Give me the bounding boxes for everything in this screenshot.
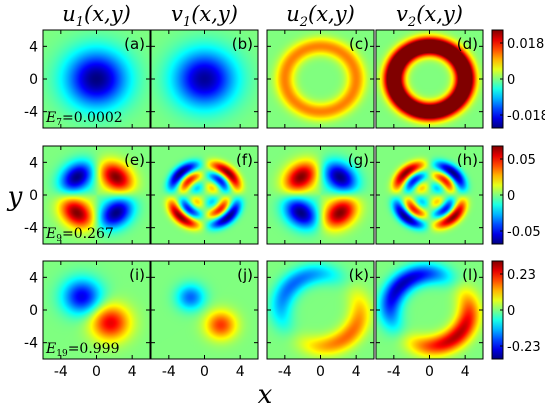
colorbar-tick-label: 0.018 <box>507 37 544 52</box>
y-tick-label: -4 <box>24 336 38 352</box>
column-title-2: v1(x,y) <box>171 2 238 30</box>
panel-i: (i) <box>42 260 151 360</box>
x-tick-label: 0 <box>425 364 434 380</box>
y-tick-label: -4 <box>24 221 38 237</box>
panel-k: (k) <box>266 260 375 360</box>
x-tick-label: 4 <box>352 364 361 380</box>
panel-d: (d) <box>375 29 484 129</box>
panel-label: (f) <box>236 151 253 169</box>
panel-f: (f) <box>150 145 259 245</box>
panel-label: (j) <box>237 266 253 284</box>
panel-a: (a) <box>42 29 151 129</box>
colorbar-tick-label: 0 <box>507 73 515 88</box>
x-tick-label: -4 <box>162 364 176 380</box>
x-axis-label: x <box>258 380 273 406</box>
panel-label: (l) <box>462 266 478 284</box>
y-tick-label: 4 <box>29 155 38 171</box>
colorbar-tick-label: -0.23 <box>507 340 541 355</box>
heatmap-image <box>151 261 258 359</box>
panel-e: (e) <box>42 145 151 245</box>
column-titles: u1(x,y) v1(x,y) u2(x,y) v2(x,y) <box>62 2 463 30</box>
colorbar-tick-label: -0.05 <box>507 225 541 240</box>
y-tick-label: 0 <box>29 303 38 319</box>
panel-c: (c) <box>266 29 375 129</box>
heatmap-image <box>43 261 150 359</box>
column-title-4: v2(x,y) <box>396 2 463 30</box>
y-tick-label: 4 <box>29 270 38 286</box>
energy-annotation: E9=0.267 <box>45 226 114 244</box>
colorbar-tick-label: 0.05 <box>507 153 536 168</box>
energy-annotation: E7=0.0002 <box>45 110 123 128</box>
panel-j: (j) <box>150 260 259 360</box>
panel-label: (c) <box>349 35 369 53</box>
x-tick-label: -4 <box>54 364 68 380</box>
y-axis-label: y <box>7 182 23 212</box>
y-tick-label: 0 <box>29 72 38 88</box>
heatmap-image <box>267 261 374 359</box>
heatmap-image <box>43 30 150 128</box>
colorbar-row-2: 0.05 0 -0.05 <box>491 145 541 245</box>
x-tick-label: 4 <box>461 364 470 380</box>
colorbar-tick-label: 0 <box>507 189 515 204</box>
y-tick-label: 0 <box>29 188 38 204</box>
panel-label: (g) <box>348 151 369 169</box>
column-title-1: u1(x,y) <box>62 2 131 30</box>
panel-label: (e) <box>124 151 145 169</box>
heatmap-image <box>151 30 258 128</box>
x-tick-label: 0 <box>316 364 325 380</box>
panel-l: (l) <box>375 260 484 360</box>
colorbar-tick-label: 0 <box>507 304 515 319</box>
axis-labels: x y <box>7 182 273 406</box>
heatmap-image <box>376 30 483 128</box>
panel-grid: (a) (b) (c) (d) E7=0.0002 4 0 -4 (e) (f) (g) (h) E9=… <box>24 29 484 380</box>
colorbar-tick-label: 0.23 <box>507 268 536 283</box>
colorbar-tick-label: -0.018 <box>507 109 545 124</box>
heatmap-image <box>267 30 374 128</box>
heatmap-image <box>376 261 483 359</box>
x-tick-label: 4 <box>128 364 137 380</box>
x-tick-label: -4 <box>278 364 292 380</box>
heatmap-image <box>43 146 150 244</box>
panel-g: (g) <box>266 145 375 245</box>
x-tick-label: -4 <box>387 364 401 380</box>
x-tick-label: 0 <box>200 364 209 380</box>
panel-label: (k) <box>349 266 369 284</box>
panel-label: (b) <box>232 35 253 53</box>
panel-b: (b) <box>150 29 259 129</box>
heatmap-image <box>151 146 258 244</box>
y-tick-label: 4 <box>29 39 38 55</box>
heatmap-image <box>267 146 374 244</box>
heatmap-image <box>376 146 483 244</box>
y-tick-label: -4 <box>24 105 38 121</box>
energy-annotation: E19=0.999 <box>45 341 120 359</box>
colorbar-row-3: 0.23 0 -0.23 <box>491 260 541 360</box>
column-title-3: u2(x,y) <box>286 2 355 30</box>
panel-label: (d) <box>457 35 478 53</box>
panel-label: (i) <box>129 266 145 284</box>
x-tick-label: 0 <box>92 364 101 380</box>
panel-label: (a) <box>124 35 145 53</box>
panel-h: (h) <box>375 145 484 245</box>
x-tick-label: 4 <box>236 364 245 380</box>
colorbars: 0.018 0 -0.018 0.05 0 -0.05 0.23 0 -0.23 <box>491 29 545 360</box>
panel-label: (h) <box>457 151 478 169</box>
colorbar-row-1: 0.018 0 -0.018 <box>491 29 545 129</box>
